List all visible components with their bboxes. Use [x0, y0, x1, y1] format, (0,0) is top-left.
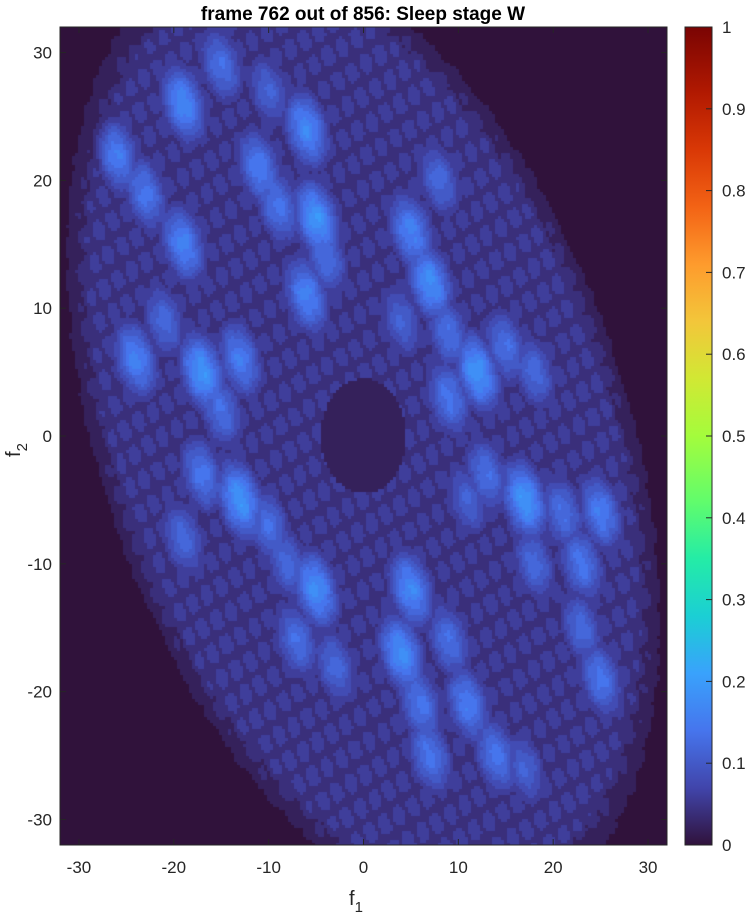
- x-tick-label: -10: [256, 858, 281, 877]
- x-tick-label: -30: [67, 858, 92, 877]
- colorbar-tick-label: 0.5: [722, 427, 746, 446]
- x-tick-label: 10: [449, 858, 468, 877]
- x-axis: -30 -20 -10 0 10 20 30: [67, 27, 658, 877]
- colorbar-tick-label: 0.3: [722, 591, 746, 610]
- y-tick-label: 10: [33, 299, 52, 318]
- x-tick-label: 0: [359, 858, 368, 877]
- colorbar-ticks: 0 0.1 0.2 0.3 0.4 0.5 0.6 0.7 0.8 0.9 1: [706, 18, 746, 855]
- y-axis: -30 -20 -10 0 10 20 30: [27, 44, 667, 829]
- colorbar-tick-label: 0.6: [722, 345, 746, 364]
- y-tick-label: 30: [33, 44, 52, 63]
- x-axis-label: f1: [349, 888, 363, 916]
- y-tick-label: -30: [27, 810, 52, 829]
- x-tick-label: 30: [639, 858, 658, 877]
- colorbar-tick-label: 0.2: [722, 672, 746, 691]
- colorbar-tick-label: 0: [722, 836, 731, 855]
- colorbar-tick-label: 0.4: [722, 509, 746, 528]
- plot-area: [59, 26, 668, 846]
- colorbar-tick-label: 0.9: [722, 100, 746, 119]
- x-tick-label: 20: [544, 858, 563, 877]
- chart-title: frame 762 out of 856: Sleep stage W: [201, 4, 525, 25]
- y-tick-label: -20: [27, 683, 52, 702]
- colorbar-tick-label: 1: [722, 18, 731, 37]
- y-tick-label: 20: [33, 171, 52, 190]
- colorbar-tick-label: 0.7: [722, 263, 746, 282]
- y-tick-label: -10: [27, 555, 52, 574]
- colorbar: 0 0.1 0.2 0.3 0.4 0.5 0.6 0.7 0.8 0.9 1: [684, 18, 746, 855]
- x-tick-label: -20: [162, 858, 187, 877]
- y-axis-label: f2: [3, 443, 31, 457]
- y-tick-label: 0: [43, 427, 52, 446]
- colorbar-tick-label: 0.8: [722, 182, 746, 201]
- colorbar-tick-label: 0.1: [722, 754, 746, 773]
